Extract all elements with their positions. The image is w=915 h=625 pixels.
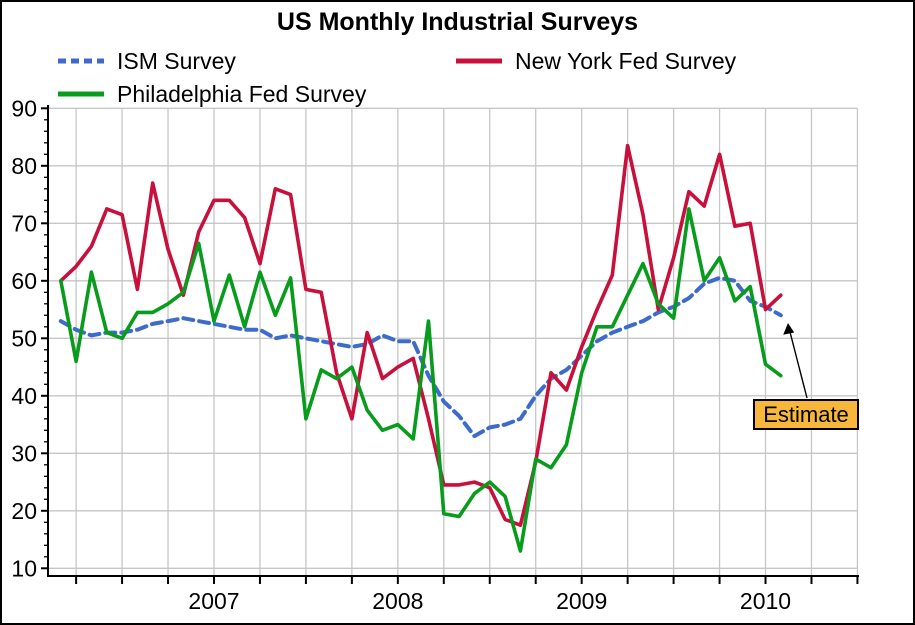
estimate-label: Estimate [753,399,859,430]
estimate-arrowhead-icon [783,323,795,335]
legend-item-ism: ISM Survey [57,48,236,74]
legend-label-ism: ISM Survey [117,47,236,74]
legend-label-nyfed: New York Fed Survey [515,47,737,74]
nyfed-line-swatch-icon [456,58,502,64]
legend-item-philly: Philadelphia Fed Survey [57,81,366,107]
legend-item-nyfed: New York Fed Survey [455,48,736,74]
y-tick-label: 70 [11,210,37,236]
y-tick-label: 50 [11,325,37,351]
series-nyfed-line [58,143,783,528]
y-tick-label: 80 [11,153,37,179]
ism-line-swatch-icon [58,58,104,64]
x-year-label: 2008 [372,588,423,614]
y-tick-label: 90 [11,95,37,121]
x-year-label: 2007 [188,588,239,614]
legend-label-philly: Philadelphia Fed Survey [117,80,367,107]
series-ism-line [58,275,783,439]
estimate-arrow [789,331,808,399]
philly-line-swatch-icon [58,91,104,97]
y-tick-label: 20 [11,498,37,524]
y-tick-label: 30 [11,440,37,466]
y-tick-label: 40 [11,383,37,409]
x-year-label: 2009 [556,588,607,614]
chart-title: US Monthly Industrial Surveys [276,8,639,36]
series-philly-line [58,207,783,553]
y-tick-label: 10 [11,555,37,581]
y-tick-label: 60 [11,268,37,294]
x-year-label: 2010 [740,588,791,614]
